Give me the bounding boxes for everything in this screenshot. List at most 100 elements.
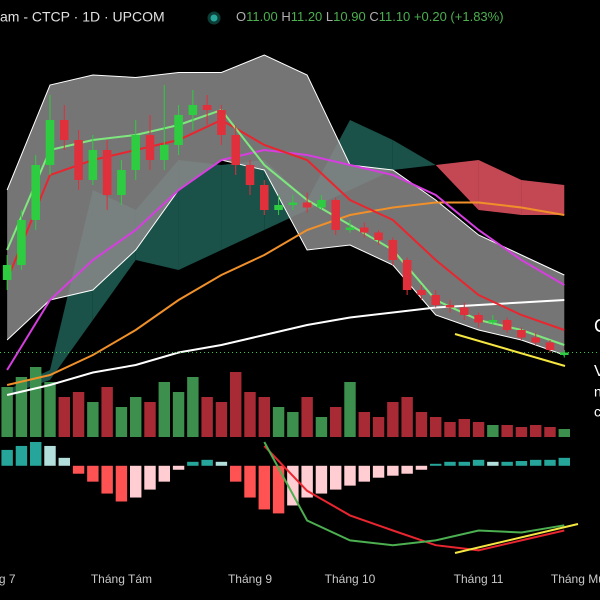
macd-bar xyxy=(458,461,470,466)
volume-bar xyxy=(344,382,356,437)
candle-body xyxy=(102,150,112,195)
macd-bar xyxy=(115,465,128,502)
x-tick-label: Tháng 10 xyxy=(325,572,376,586)
x-tick-label: Tháng Tám xyxy=(91,572,152,586)
volume-bar xyxy=(15,377,28,437)
macd-bar xyxy=(258,465,270,510)
candle-body xyxy=(474,315,483,323)
indicator-line xyxy=(6,108,565,346)
macd-bar xyxy=(58,457,70,466)
quote-value: 11.00 xyxy=(246,9,278,24)
trend-line xyxy=(454,523,579,554)
candle-body xyxy=(117,170,126,195)
macd-bar xyxy=(501,461,513,466)
candle-body xyxy=(231,135,240,165)
x-tick-label: g 7 xyxy=(0,572,16,586)
volume-bar xyxy=(258,397,270,437)
macd-bar xyxy=(230,465,242,482)
volume-bar xyxy=(158,382,170,437)
quote-value: 10.90 xyxy=(333,9,366,24)
macd-bar xyxy=(215,461,228,466)
volume-bar xyxy=(244,392,256,437)
volume-bar xyxy=(301,397,313,437)
candle-body xyxy=(345,227,355,230)
signal-line xyxy=(263,445,565,552)
macd-bar xyxy=(1,449,13,466)
candle-body xyxy=(174,115,183,145)
candle-body xyxy=(517,330,526,338)
candle-body xyxy=(302,202,312,208)
chart-title: am - CTCP · 1D · UPCOM xyxy=(0,9,165,25)
cloud-segment xyxy=(435,160,479,210)
volume-bar xyxy=(287,412,299,437)
quote-label: L xyxy=(326,9,333,24)
macd-bar xyxy=(401,465,413,474)
volume-bar xyxy=(430,417,442,437)
band-edge xyxy=(6,54,565,276)
macd-bar xyxy=(544,459,556,466)
macd-bar xyxy=(144,465,156,490)
volume-bar xyxy=(87,402,99,437)
indicator-line xyxy=(6,118,565,331)
volume-bar xyxy=(458,419,470,437)
volume-bar xyxy=(544,427,556,437)
macd-bar xyxy=(358,465,370,482)
macd-bar xyxy=(30,441,42,466)
volume-bar xyxy=(358,412,370,437)
candle-body xyxy=(545,342,555,350)
quote-label: H xyxy=(281,9,290,24)
quote-change: +0.20 (+1.83%) xyxy=(414,9,504,24)
volume-bar xyxy=(1,387,13,437)
candle-body xyxy=(217,110,226,135)
macd-bar xyxy=(415,465,428,470)
quote-value: 11.20 xyxy=(291,9,323,24)
candle-body xyxy=(331,200,340,230)
macd-line xyxy=(263,441,565,547)
status-dot xyxy=(207,11,221,25)
macd-bar xyxy=(315,465,328,494)
macd-bar xyxy=(187,461,199,466)
volume-bar xyxy=(30,367,42,437)
volume-bar xyxy=(387,402,399,437)
macd-bar xyxy=(444,461,456,466)
price-pane xyxy=(0,54,600,437)
cloud-segment xyxy=(478,160,522,215)
volume-bar xyxy=(58,397,70,437)
x-tick-label: Tháng 11 xyxy=(454,572,504,586)
cloud-segment xyxy=(392,140,436,170)
candle-body xyxy=(145,135,155,160)
volume-bar xyxy=(187,377,199,437)
macd-bar xyxy=(301,465,313,498)
macd-bar xyxy=(287,465,299,506)
volume-bar xyxy=(172,392,185,437)
macd-bar xyxy=(430,463,442,466)
volume-bar xyxy=(530,425,542,437)
volume-bar xyxy=(215,402,228,437)
quote: O11.00 H11.20 L10.90 C11.10 +0.20 (+1.83… xyxy=(236,9,504,24)
candle-body xyxy=(2,265,12,280)
candle-body xyxy=(488,320,498,323)
macd-bar xyxy=(130,465,142,498)
side-label: n xyxy=(594,384,600,400)
cloud-segment xyxy=(521,180,565,215)
macd-bar xyxy=(172,465,185,470)
candle-body xyxy=(74,140,83,180)
macd-bar xyxy=(472,459,485,466)
candle-body xyxy=(374,232,383,240)
volume-bar xyxy=(415,412,428,437)
volume-bar xyxy=(401,397,413,437)
candle-body xyxy=(188,105,198,115)
macd-bar xyxy=(387,465,399,476)
volume-bar xyxy=(230,372,242,437)
macd-bar xyxy=(244,465,256,498)
volume-bar xyxy=(130,397,142,437)
macd-bar xyxy=(158,465,170,482)
quote-value: 11.10 xyxy=(379,9,411,24)
volume-bar xyxy=(372,417,385,437)
candle-body xyxy=(60,120,69,140)
macd-bar xyxy=(487,461,499,466)
candle-body xyxy=(288,202,298,205)
macd-bar xyxy=(344,465,356,486)
band-edge xyxy=(6,159,565,356)
